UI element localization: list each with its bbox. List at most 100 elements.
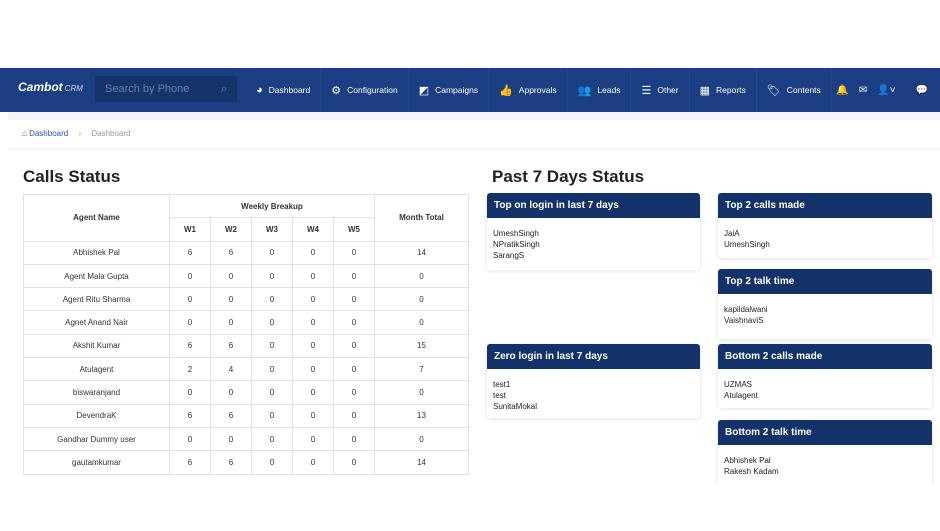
card-body: UZMAS Atulagent: [718, 369, 932, 408]
card-body: test1 test SunitaMokal: [487, 369, 700, 418]
value-cell: 0: [251, 403, 293, 428]
nav-item-label: Campaigns: [435, 85, 479, 95]
card-item: SunitaMokal: [493, 402, 538, 411]
card-item: test: [493, 391, 506, 400]
card-body: kapildalwani VaishnaviS: [718, 294, 932, 336]
value-cell: 0: [251, 357, 293, 382]
value-cell: 0: [169, 287, 211, 312]
nav-item-reports[interactable]: ▦ Reports: [690, 68, 757, 112]
nav-item-leads[interactable]: 👥 Leads: [568, 68, 632, 112]
card-title: Top 2 calls made: [718, 193, 932, 218]
calls-status-title: Calls Status: [23, 167, 121, 186]
card-body: UmeshSingh NPratikSingh SarangS: [487, 218, 700, 270]
nav-item-campaigns[interactable]: ◩ Campaigns: [409, 68, 490, 112]
campaigns-icon: ◩: [418, 84, 430, 97]
nav-item-label: Dashboard: [268, 85, 311, 95]
table-row: Gandhar Dummy user 0 0 0 0 0 0: [23, 426, 469, 452]
calls-table: Agent Name Weekly Breakup Month Total W1…: [23, 194, 469, 475]
logo[interactable]: Cambot CRM: [18, 80, 83, 94]
agent-name-cell: Agent Ritu Sharma: [23, 287, 170, 312]
breadcrumb-home-label: Dashboard: [29, 129, 69, 138]
value-cell: 0: [333, 403, 375, 428]
gears-icon: ⚙: [331, 84, 342, 97]
agent-name-cell: Agent Mala Gupta: [23, 263, 170, 289]
nav-item-other[interactable]: ☰ Other: [631, 68, 690, 112]
value-cell: 0: [292, 426, 334, 452]
col-w3: W3: [251, 217, 293, 242]
search-icon[interactable]: ⌕: [220, 82, 227, 95]
card-body: Abhishek Pal Rakesh Kadam: [718, 445, 932, 485]
card-title: Zero login in last 7 days: [487, 344, 700, 369]
nav-item-contents[interactable]: 🏷 Contents: [757, 68, 832, 112]
col-w2: W2: [210, 217, 252, 242]
nav-item-configuration[interactable]: ⚙ Configuration: [321, 68, 409, 112]
card-item: UZMAS: [724, 380, 752, 389]
envelope-icon[interactable]: ✉: [858, 84, 868, 96]
value-cell: 6: [169, 403, 211, 428]
value-cell: 0: [169, 426, 211, 452]
value-cell: 6: [169, 333, 211, 359]
value-cell: 6: [169, 240, 211, 265]
value-cell: 13: [374, 403, 469, 428]
value-cell: 0: [169, 310, 211, 335]
value-cell: 0: [333, 263, 375, 289]
value-cell: 4: [210, 357, 252, 382]
value-cell: 0: [374, 287, 469, 312]
value-cell: 0: [374, 263, 469, 289]
bell-icon[interactable]: 🔔: [836, 84, 849, 96]
table-row: DevendraK 6 6 0 0 0 13: [23, 403, 469, 428]
calls-table-scroll[interactable]: Agent Name Weekly Breakup Month Total W1…: [23, 194, 469, 485]
value-cell: 0: [292, 333, 334, 359]
past-status-title: Past 7 Days Status: [492, 167, 645, 186]
chat-icon[interactable]: 💬: [915, 84, 928, 96]
nav-item-label: Approvals: [518, 85, 557, 95]
value-cell: 6: [210, 450, 252, 475]
value-cell: 0: [251, 380, 293, 405]
search-input[interactable]: [105, 83, 215, 95]
table-row: Agent Mala Gupta 0 0 0 0 0 0: [23, 263, 469, 289]
user-menu-icon[interactable]: 👤˅: [877, 84, 896, 96]
value-cell: 0: [210, 263, 252, 289]
table-row: Akshit Kumar 6 6 0 0 0 15: [23, 333, 469, 359]
table-row: Abhishek Pal 6 6 0 0 0 14: [23, 240, 469, 265]
nav-item-label: Configuration: [347, 85, 398, 95]
value-cell: 0: [251, 287, 293, 312]
status-card: Bottom 2 calls made UZMAS Atulagent: [718, 344, 932, 408]
agent-name-cell: Atulagent: [23, 357, 170, 382]
card-item: test1: [493, 380, 511, 389]
status-card: Top 2 calls made JaiA UmeshSingh: [718, 193, 932, 258]
status-card: Top on login in last 7 days UmeshSingh NPr…: [487, 193, 700, 270]
value-cell: 0: [251, 310, 293, 335]
agent-name-cell: biswaranjand: [23, 380, 170, 405]
breadcrumb: ⌂ Dashboard › Dashboard: [8, 120, 940, 148]
agent-name-cell: Agnet Anand Nair: [23, 310, 170, 335]
card-item: Rakesh Kadam: [724, 467, 779, 476]
value-cell: 0: [374, 426, 469, 452]
value-cell: 0: [292, 310, 334, 335]
value-cell: 0: [292, 287, 334, 312]
value-cell: 6: [210, 403, 252, 428]
value-cell: 0: [169, 263, 211, 289]
col-w1: W1: [169, 217, 211, 242]
table-icon: ▦: [699, 84, 711, 97]
value-cell: 0: [210, 426, 252, 452]
agent-name-cell: Abhishek Pal: [23, 240, 170, 265]
value-cell: 0: [333, 333, 375, 359]
nav-item-label: Leads: [597, 85, 621, 95]
value-cell: 2: [169, 357, 211, 382]
value-cell: 0: [251, 426, 293, 452]
breadcrumb-current: Dashboard: [91, 129, 131, 138]
value-cell: 0: [210, 310, 252, 335]
card-body: JaiA UmeshSingh: [718, 218, 932, 258]
value-cell: 0: [333, 450, 375, 475]
value-cell: 0: [292, 240, 334, 265]
nav-item-approvals[interactable]: 👍 Approvals: [489, 68, 568, 112]
card-item: Abhishek Pal: [724, 456, 771, 465]
breadcrumb-home[interactable]: ⌂ Dashboard: [22, 129, 69, 138]
users-icon: 👥: [577, 84, 592, 97]
col-total: Month Total: [374, 194, 469, 242]
nav-item-dashboard[interactable]: ◕ Dashboard: [246, 68, 322, 112]
agent-name-cell: Akshit Kumar: [23, 333, 170, 359]
value-cell: 0: [374, 310, 469, 335]
